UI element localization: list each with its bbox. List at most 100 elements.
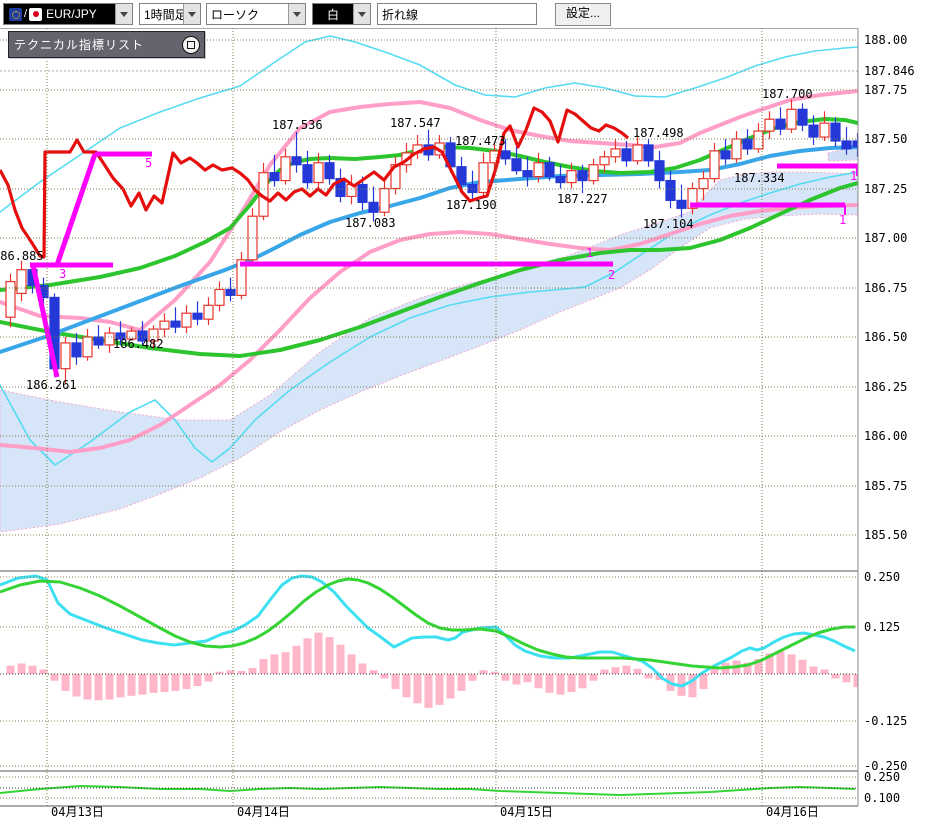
macd-histogram-bar [171, 674, 180, 691]
macd-histogram-bar [204, 674, 213, 682]
macd-histogram-bar [831, 674, 840, 679]
svg-text:186.25: 186.25 [864, 380, 907, 394]
macd-histogram-bar [380, 674, 389, 679]
macd-histogram-bar [94, 674, 103, 701]
macd-histogram-bar [534, 674, 543, 689]
macd-histogram-bar [589, 674, 598, 681]
svg-text:187.104: 187.104 [643, 217, 694, 231]
chart-type-label: ローソク [211, 7, 260, 22]
macd-histogram-bar [644, 674, 653, 679]
settings-button[interactable]: 設定... [555, 3, 611, 26]
svg-text:-0.250: -0.250 [864, 759, 907, 773]
bollinger-upper-3sigma [0, 35, 858, 213]
macd-histogram-bar [688, 674, 697, 698]
macd-histogram-bar [765, 653, 774, 674]
svg-text:187.536: 187.536 [272, 118, 323, 132]
price-annotations: 186.885 186.261 186.482 187.536 187.547 187.4… [0, 87, 813, 392]
bollinger-upper-band [0, 89, 858, 332]
chevron-down-icon[interactable] [183, 4, 200, 24]
macd-histogram-bar [468, 674, 477, 681]
macd-histogram-bar [314, 632, 323, 674]
chart-type-select[interactable]: ローソク [206, 3, 306, 25]
macd-histogram-bar [479, 670, 488, 674]
bollinger-lower-3sigma [0, 171, 858, 466]
svg-text:188.00: 188.00 [864, 33, 907, 47]
macd-histogram-bar [413, 674, 422, 704]
svg-text:187.547: 187.547 [390, 116, 441, 130]
macd-histogram-bar [853, 674, 858, 688]
macd-histogram-bar [435, 674, 444, 705]
macd-histogram-bar [127, 674, 136, 696]
svg-text:04月15日: 04月15日 [500, 805, 553, 819]
macd-histogram-bar [578, 674, 587, 689]
color-scheme-select[interactable]: 白 [312, 3, 371, 25]
macd-histogram-bar [72, 674, 81, 697]
signal-red-line [0, 106, 630, 259]
macd-histogram-bar [633, 668, 642, 674]
svg-text:187.083: 187.083 [345, 216, 396, 230]
macd-histogram-bar [336, 644, 345, 674]
macd-histogram-bar [149, 674, 158, 693]
svg-text:185.50: 185.50 [864, 528, 907, 542]
macd-histogram-bar [116, 674, 125, 698]
svg-text:187.25: 187.25 [864, 182, 907, 196]
ichimoku-cloud [0, 171, 858, 533]
svg-text:186.75: 186.75 [864, 281, 907, 295]
macd-histogram-bar [512, 674, 521, 685]
chevron-down-icon[interactable] [353, 4, 370, 24]
svg-text:04月13日: 04月13日 [51, 805, 104, 819]
macd-histogram-bar [611, 667, 620, 674]
timeframe-label: 1時間足 [144, 7, 183, 22]
macd-histogram-bar [39, 669, 48, 674]
chevron-down-icon[interactable] [115, 4, 132, 24]
chevron-down-icon[interactable] [288, 4, 305, 24]
macd-histogram-bar [820, 669, 829, 674]
svg-text:3: 3 [59, 267, 66, 281]
eu-flag-icon [9, 7, 22, 21]
svg-text:186.00: 186.00 [864, 429, 907, 443]
svg-text:04月14日: 04月14日 [237, 805, 290, 819]
macd-signal-green [0, 577, 855, 670]
timeframe-select[interactable]: 1時間足 [139, 3, 201, 25]
line-type-input[interactable] [377, 3, 537, 25]
macd-histogram-bar [699, 674, 708, 690]
macd-histogram-bar [259, 658, 268, 674]
macd-histogram-bar [776, 651, 785, 674]
svg-text:0.100: 0.100 [864, 791, 900, 805]
pair-separator: / [24, 8, 28, 20]
svg-text:5: 5 [145, 156, 152, 170]
pair-select[interactable]: / EUR/JPY [3, 3, 133, 25]
macd-histogram-bar [545, 674, 554, 693]
svg-text:186.482: 186.482 [113, 337, 164, 351]
macd-histogram-bar [193, 674, 202, 687]
mini-indicator-green [0, 784, 856, 797]
svg-text:0.250: 0.250 [864, 570, 900, 584]
svg-text:1: 1 [850, 169, 857, 183]
technical-indicator-list-panel[interactable]: テクニカル指標リスト [8, 31, 205, 58]
macd-histogram-bar [237, 670, 246, 674]
svg-text:186.261: 186.261 [26, 378, 77, 392]
svg-text:187.00: 187.00 [864, 231, 907, 245]
svg-text:187.498: 187.498 [633, 126, 684, 140]
macd-histogram-bar [215, 671, 224, 674]
macd-histogram-bar [622, 665, 631, 674]
svg-text:187.700: 187.700 [762, 87, 813, 101]
candlesticks [5, 99, 858, 385]
ma-mid-blue [0, 145, 858, 354]
svg-text:0.250: 0.250 [864, 770, 900, 784]
macd-histogram-bar [457, 674, 466, 691]
svg-text:187.334: 187.334 [734, 171, 785, 185]
panel-title: テクニカル指標リスト [14, 38, 145, 52]
drawn-trendlines[interactable]: 3 5 1 2 1 1 [30, 151, 858, 378]
svg-text:187.473: 187.473 [455, 134, 506, 148]
macd-histogram-bar [17, 663, 26, 674]
macd-histogram-bar [369, 670, 378, 674]
macd-pane [0, 574, 858, 708]
svg-text:1: 1 [586, 246, 593, 260]
color-scheme-label: 白 [326, 7, 339, 22]
restore-window-icon[interactable] [182, 35, 200, 54]
macd-histogram-bar [358, 663, 367, 674]
svg-text:04月16日: 04月16日 [766, 805, 819, 819]
macd-histogram-bar [270, 654, 279, 674]
